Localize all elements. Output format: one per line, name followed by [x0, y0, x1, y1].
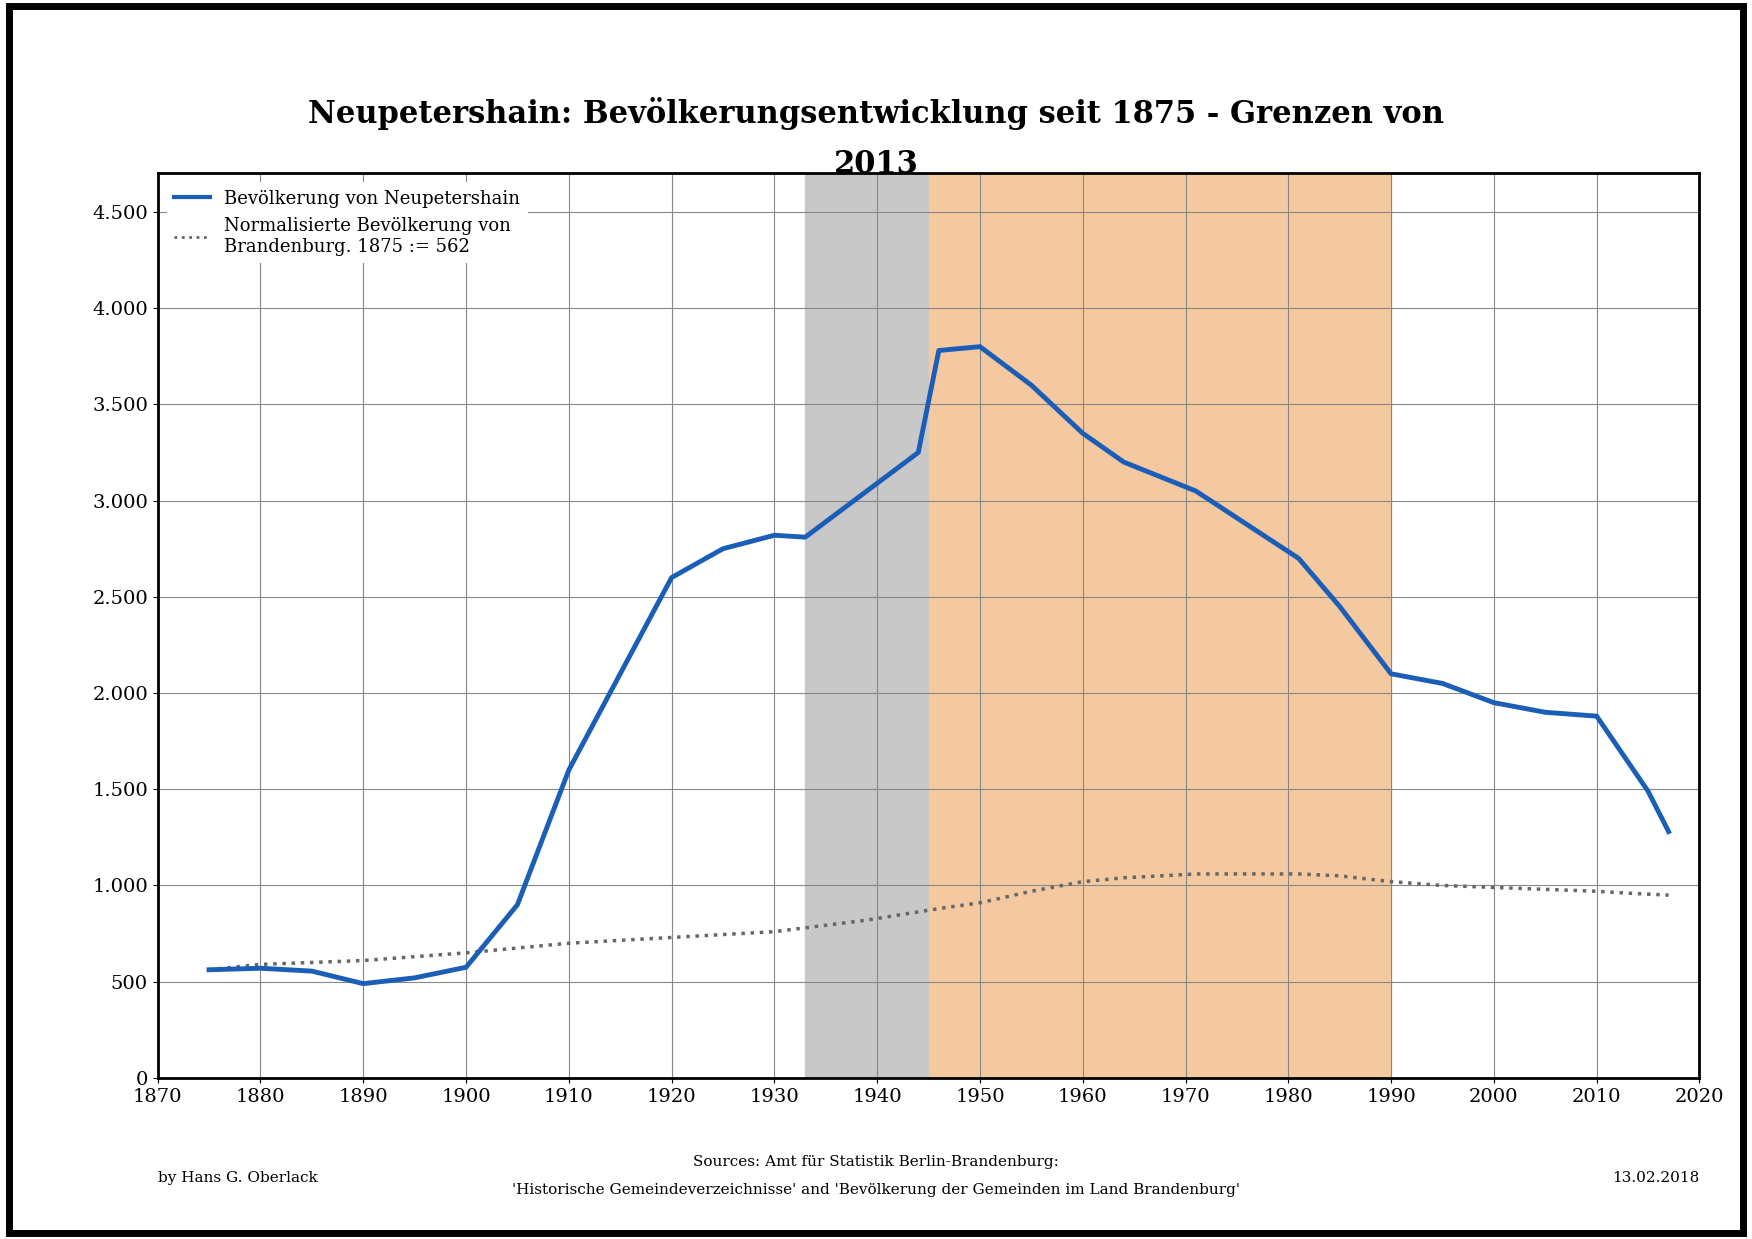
Text: 13.02.2018: 13.02.2018 [1612, 1171, 1699, 1184]
Text: 2013: 2013 [834, 149, 918, 180]
Bar [806, 173, 929, 1078]
Text: 'Historische Gemeindeverzeichnisse' and 'Bevölkerung der Gemeinden im Land Brand: 'Historische Gemeindeverzeichnisse' and … [512, 1183, 1240, 1197]
Text: Sources: Amt für Statistik Berlin-Brandenburg:: Sources: Amt für Statistik Berlin-Brande… [694, 1155, 1058, 1168]
Text: Neupetershain: Bevölkerungsentwicklung seit 1875 - Grenzen von: Neupetershain: Bevölkerungsentwicklung s… [308, 97, 1444, 130]
Text: by Hans G. Oberlack: by Hans G. Oberlack [158, 1171, 317, 1184]
Legend: Bevölkerung von Neupetershain, Normalisierte Bevölkerung von
Brandenburg. 1875 :: Bevölkerung von Neupetershain, Normalisi… [166, 182, 527, 263]
Bar [929, 173, 1391, 1078]
